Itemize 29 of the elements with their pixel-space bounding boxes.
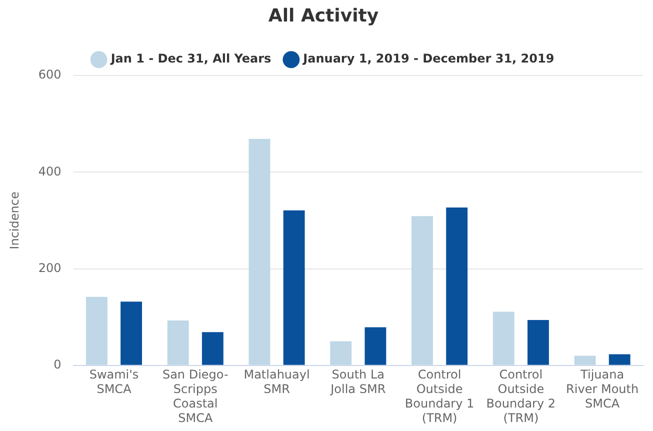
bar (248, 138, 270, 365)
chart-title: All Activity (268, 5, 379, 26)
y-tick-label: 200 (38, 260, 62, 275)
bar (202, 332, 224, 365)
x-tick-label: Swami's SMCA (89, 368, 139, 396)
x-tick-label: South La Jolla SMR (330, 368, 386, 396)
bar (167, 320, 189, 365)
legend-label: Jan 1 - Dec 31, All Years (110, 52, 272, 66)
y-tick-label: 400 (38, 164, 62, 178)
bar (412, 216, 433, 365)
bar (574, 356, 596, 365)
x-tick-label: San Diego-Scripps Coastal SMCA (162, 368, 228, 425)
x-tick-label: Matlahuayl SMR (244, 368, 310, 396)
bar (283, 210, 305, 365)
y-tick-label: 600 (38, 68, 62, 82)
bar (364, 327, 386, 365)
bar (330, 341, 352, 365)
y-axis-title: Incidence (7, 192, 22, 250)
y-tick-label: 0 (54, 358, 62, 372)
bar (446, 207, 468, 365)
x-tick-label: Control Outside Boundary 1 (TRM) (404, 368, 474, 425)
bar (86, 296, 108, 365)
legend-label: January 1, 2019 - December 31, 2019 (302, 52, 554, 66)
bar (492, 312, 514, 365)
bar (120, 302, 142, 365)
x-tick-label: Tijuana River Mouth SMCA (566, 368, 639, 411)
bar (527, 320, 549, 365)
x-tick-label: Control Outside Boundary 2 (TRM) (486, 368, 556, 425)
bar (608, 354, 630, 365)
